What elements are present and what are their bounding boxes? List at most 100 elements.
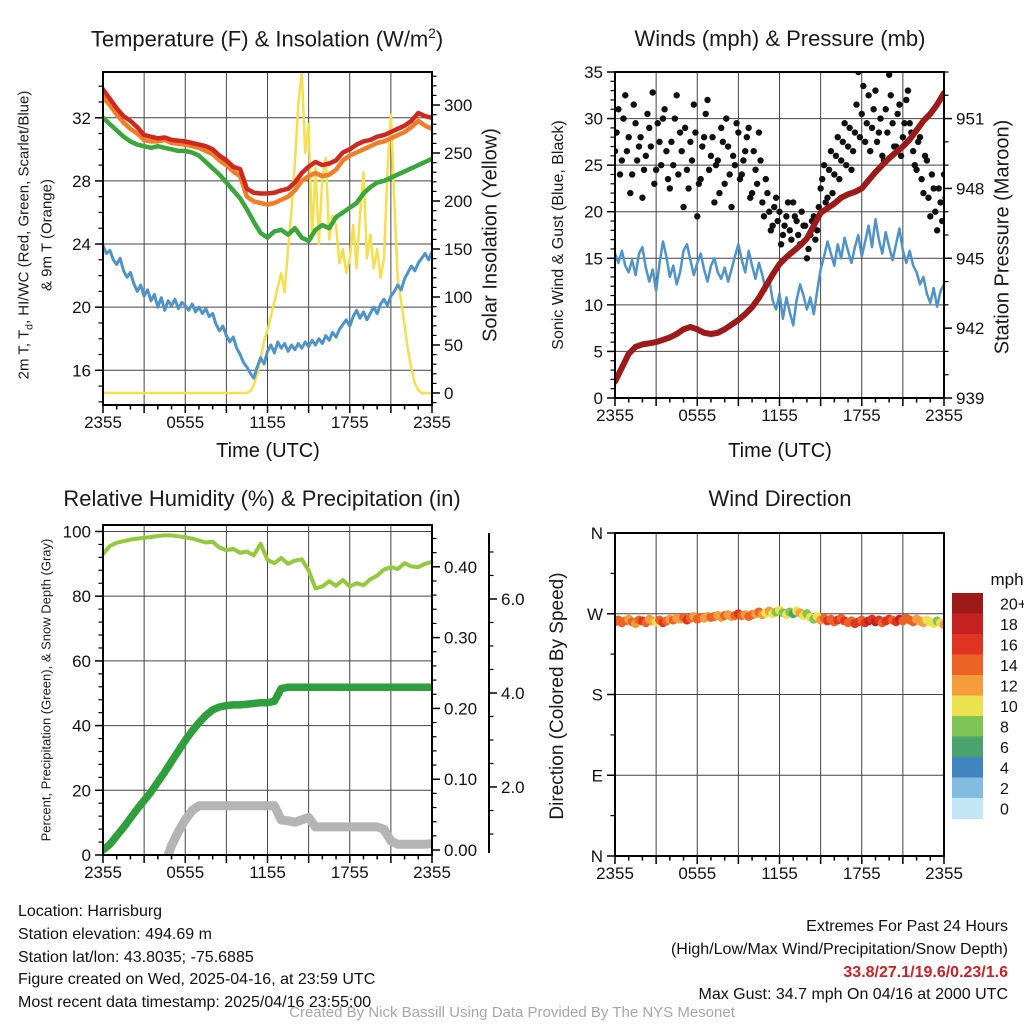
svg-text:0.20: 0.20 [444, 699, 477, 718]
credit-line: Created By Nick Bassill Using Data Provi… [289, 1004, 735, 1021]
svg-text:0555: 0555 [166, 863, 204, 882]
chart1-right-axis-label: Solar Insolation (Yellow) [479, 128, 502, 342]
station-location: Location: Harrisburg [18, 903, 163, 920]
chart1-title: Temperature (F) & Insolation (W/m2) [90, 26, 444, 52]
svg-text:2355: 2355 [413, 863, 451, 882]
svg-text:24: 24 [72, 235, 91, 254]
extremes-info: Extremes For Past 24 Hours (High/Low/Max… [671, 916, 1008, 1007]
extremes-subheading: (High/Low/Max Wind/Precipitation/Snow De… [670, 940, 1008, 958]
svg-text:0555: 0555 [678, 406, 716, 425]
svg-text:939: 939 [956, 389, 984, 408]
svg-text:15: 15 [584, 249, 603, 268]
svg-text:951: 951 [956, 110, 984, 129]
svg-text:10: 10 [584, 296, 603, 315]
svg-text:150: 150 [444, 240, 472, 259]
station-elevation: Station elevation: 494.69 m [18, 925, 212, 943]
svg-text:80: 80 [72, 587, 91, 606]
svg-text:100: 100 [63, 522, 91, 541]
svg-text:32: 32 [72, 109, 91, 128]
svg-text:16: 16 [1000, 637, 1018, 654]
svg-text:1155: 1155 [761, 406, 798, 425]
svg-text:N: N [591, 847, 603, 866]
svg-text:5: 5 [594, 342, 603, 361]
svg-text:14: 14 [1000, 658, 1018, 675]
svg-text:40: 40 [72, 717, 91, 736]
svg-text:0: 0 [594, 389, 603, 408]
svg-text:50: 50 [444, 336, 463, 355]
svg-text:0555: 0555 [166, 413, 204, 432]
svg-text:0.00: 0.00 [444, 841, 477, 860]
svg-text:12: 12 [1000, 678, 1018, 695]
extremes-heading: Extremes For Past 24 Hours [806, 918, 1008, 935]
svg-text:0.30: 0.30 [444, 629, 477, 648]
svg-text:2: 2 [1000, 781, 1009, 798]
station-latlon: Station lat/lon: 43.8035; -75.6885 [18, 948, 254, 966]
svg-text:2355: 2355 [596, 406, 634, 425]
svg-text:2.0: 2.0 [501, 778, 525, 797]
svg-text:16: 16 [72, 361, 91, 380]
svg-text:35: 35 [584, 63, 603, 82]
svg-text:10: 10 [1000, 699, 1018, 716]
svg-text:2355: 2355 [925, 406, 963, 425]
chart3-title: Relative Humidity (%) & Precipitation (i… [63, 486, 461, 511]
svg-text:2355: 2355 [596, 864, 634, 883]
svg-text:N: N [591, 524, 603, 543]
max-gust: Max Gust: 34.7 mph On 04/16 at 2000 UTC [698, 986, 1009, 1004]
svg-text:0555: 0555 [678, 864, 716, 883]
svg-text:18: 18 [1000, 617, 1018, 634]
chart3-left-axis-label: Percent, Precipitation (Green), & Snow D… [38, 538, 54, 842]
figure-created: Figure created on Wed, 2025-04-16, at 23… [18, 971, 376, 989]
chart4-title: Wind Direction [708, 486, 852, 511]
svg-text:20: 20 [72, 298, 91, 317]
svg-text:2355: 2355 [925, 864, 963, 883]
svg-text:100: 100 [444, 288, 472, 307]
svg-text:300: 300 [444, 96, 472, 115]
svg-text:1755: 1755 [843, 406, 881, 425]
svg-text:0: 0 [82, 846, 91, 865]
svg-text:4: 4 [1000, 760, 1009, 777]
svg-text:2355: 2355 [84, 863, 122, 882]
svg-text:E: E [592, 766, 603, 785]
chart2-title: Winds (mph) & Pressure (mb) [634, 26, 926, 51]
svg-text:20: 20 [72, 781, 91, 800]
svg-text:1755: 1755 [331, 413, 369, 432]
chart1-x-axis-label: Time (UTC) [216, 440, 320, 462]
chart1-left-axis-label: 2m T, Td, HI/WC (Red, Green, Scarlet/Blu… [15, 90, 56, 380]
svg-text:0.40: 0.40 [444, 558, 477, 577]
station-info: Location: Harrisburg Station elevation: … [18, 901, 375, 1015]
svg-text:942: 942 [956, 319, 984, 338]
svg-text:0: 0 [1000, 801, 1009, 818]
svg-text:1755: 1755 [331, 863, 369, 882]
svg-text:945: 945 [956, 249, 984, 268]
svg-text:60: 60 [72, 652, 91, 671]
chart2-x-axis-label: Time (UTC) [728, 440, 832, 462]
svg-text:6: 6 [1000, 740, 1009, 757]
extremes-values: 33.8/27.1/19.6/0.23/1.6 [843, 963, 1008, 981]
svg-text:2355: 2355 [413, 413, 451, 432]
svg-text:0: 0 [444, 384, 453, 403]
svg-text:S: S [592, 686, 603, 705]
svg-text:1155: 1155 [249, 863, 286, 882]
svg-text:1755: 1755 [843, 864, 881, 883]
svg-text:1155: 1155 [249, 413, 286, 432]
svg-text:250: 250 [444, 144, 472, 163]
svg-text:0.10: 0.10 [444, 770, 477, 789]
chart2-right-axis-label: Station Pressure (Maroon) [991, 119, 1014, 355]
svg-text:20+: 20+ [1000, 596, 1024, 613]
svg-text:30: 30 [584, 110, 603, 129]
svg-text:W: W [587, 605, 603, 624]
svg-text:28: 28 [72, 172, 91, 191]
svg-text:25: 25 [584, 156, 603, 175]
chart2-left-axis-label: Sonic Wind & Gust (Blue, Black) [550, 120, 567, 350]
svg-text:4.0: 4.0 [501, 684, 525, 703]
svg-text:8: 8 [1000, 719, 1009, 736]
svg-text:mph: mph [990, 570, 1023, 589]
data-timestamp: Most recent data timestamp: 2025/04/16 2… [18, 994, 372, 1012]
chart4-left-axis-label: Direction (Colored By Speed) [547, 572, 568, 820]
svg-text:200: 200 [444, 192, 472, 211]
svg-text:20: 20 [584, 203, 603, 222]
svg-text:948: 948 [956, 179, 984, 198]
svg-text:1155: 1155 [761, 864, 798, 883]
